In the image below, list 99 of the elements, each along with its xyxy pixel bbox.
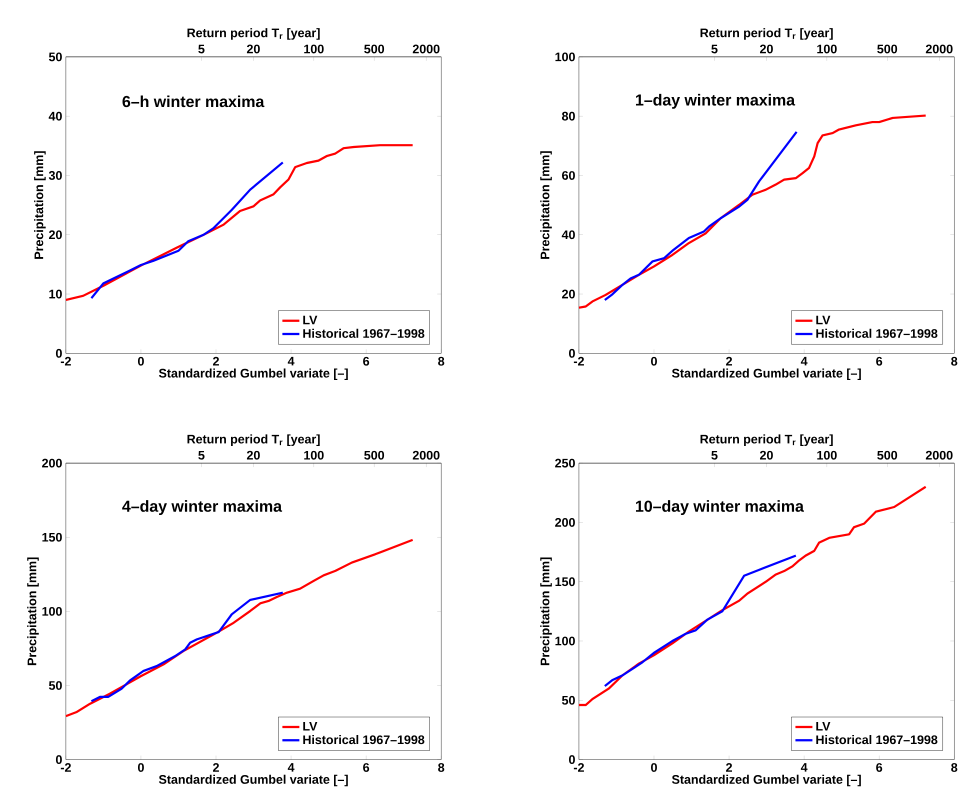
x-tick-label: -2 [574,356,584,366]
x-tick-label: 2 [212,356,219,366]
legend-label: Historical 1967–1998 [816,328,938,338]
text: 4–day winter maxima [122,500,282,515]
x-tick-label: 8 [438,356,444,366]
x2-tick-label: 20 [246,44,260,54]
y-tick-label: 20 [48,230,62,239]
legend-label: Historical 1967–1998 [816,734,938,744]
x-axis-title: Standardized Gumbel variate [–] [158,774,348,786]
y-tick-label: 80 [562,112,575,120]
x-axis-title: Standardized Gumbel variate [–] [158,368,348,380]
x-tick-label: 4 [288,356,294,366]
x-axis-title: Standardized Gumbel variate [–] [672,368,861,380]
x-tick-label: 4 [800,762,808,772]
x2-tick-label: 500 [877,44,898,54]
x-tick-label: -2 [574,762,584,772]
y-tick-label: 250 [555,458,575,468]
legend-label: Historical 1967–1998 [303,328,424,338]
legend-label: LV [303,316,318,324]
x-tick-label: 6 [363,762,370,772]
x-tick-label: 6 [876,356,882,366]
y-tick-label: 150 [42,532,62,542]
line-series [604,130,798,301]
line-series [90,161,284,300]
y-tick-label: 60 [562,170,575,180]
x2-tick-label: 5 [711,44,718,54]
legend-label: LV [816,316,830,324]
x-tick-label: 8 [951,356,958,366]
x2-tick-label: 5 [711,450,718,460]
x-tick-label: 2 [726,762,732,772]
y-tick-label: 150 [555,577,575,586]
line-series [578,114,927,309]
x2-tick-label: 20 [760,44,773,54]
x-tick-label: 8 [951,762,958,772]
x-tick-label: 8 [438,762,444,772]
x2-tick-label: 5 [198,44,205,54]
y-axis-title: Precipitation [mm] [540,557,552,665]
y-axis-title: Precipitation [mm] [34,151,46,259]
text: 10–day winter maxima [636,500,804,515]
x-tick-label: -2 [60,762,71,772]
x-tick-label: 0 [138,356,144,366]
y-tick-label: 200 [555,518,575,527]
x2-axis-title: Return period T$_{r}$ [year] [700,28,833,40]
y-tick-label: 50 [48,680,62,690]
y-tick-label: 50 [48,52,62,62]
y-tick-label: 10 [49,289,62,298]
x2-tick-label: 500 [877,450,898,460]
legend-label: LV [816,722,830,730]
line-series [64,144,414,301]
y-tick-label: 0 [569,348,575,358]
line-series [90,591,284,702]
x2-tick-label: 100 [817,450,837,460]
y-tick-label: 40 [48,112,62,120]
text: 6–h winter maxima [122,95,264,107]
line-series [64,538,414,717]
y-tick-label: 30 [48,170,62,180]
x2-tick-label: 2000 [926,44,953,54]
x-tick-label: -2 [60,356,71,366]
y-tick-label: 50 [562,696,575,704]
x2-tick-label: 5 [198,450,205,460]
x2-axis-title: Return period T$_{r}$ [year] [187,434,320,446]
x-tick-label: 6 [363,356,370,366]
y-tick-label: 0 [56,754,62,764]
x2-tick-label: 500 [364,44,384,54]
y-tick-label: 100 [555,636,575,646]
x-tick-label: 4 [800,356,808,366]
x-tick-label: 0 [651,356,657,366]
x2-tick-label: 100 [817,44,837,54]
y-tick-label: 0 [569,754,575,764]
x2-tick-label: 100 [304,44,324,54]
y-axis-title: Precipitation [mm] [540,151,552,259]
legend-label: Historical 1967–1998 [303,734,424,744]
x-tick-label: 6 [876,762,882,772]
x2-tick-label: 2000 [412,44,440,54]
text: 1–day winter maxima [636,94,796,109]
y-tick-label: 20 [562,289,575,298]
x-tick-label: 2 [726,356,732,366]
y-tick-label: 200 [42,458,62,468]
y-tick-label: 100 [555,52,575,62]
x2-tick-label: 100 [304,450,324,460]
line-series [578,486,927,706]
x2-axis-title: Return period T$_{r}$ [year] [187,28,320,40]
x-tick-label: 0 [651,762,657,772]
legend-label: LV [303,722,318,730]
x2-tick-label: 20 [246,450,260,460]
y-axis-title: Precipitation [mm] [27,557,39,665]
y-tick-label: 0 [56,348,62,358]
y-tick-label: 100 [42,606,62,616]
x-tick-label: 0 [138,762,144,772]
x2-tick-label: 500 [364,450,384,460]
x2-axis-title: Return period T$_{r}$ [year] [700,434,833,446]
y-tick-label: 40 [562,230,575,239]
x-tick-label: 4 [288,762,294,772]
x2-tick-label: 20 [760,450,773,460]
x2-tick-label: 2000 [412,450,440,460]
x2-tick-label: 2000 [926,450,953,460]
x-axis-title: Standardized Gumbel variate [–] [672,774,861,786]
x-tick-label: 2 [212,762,219,772]
line-series [604,554,797,687]
